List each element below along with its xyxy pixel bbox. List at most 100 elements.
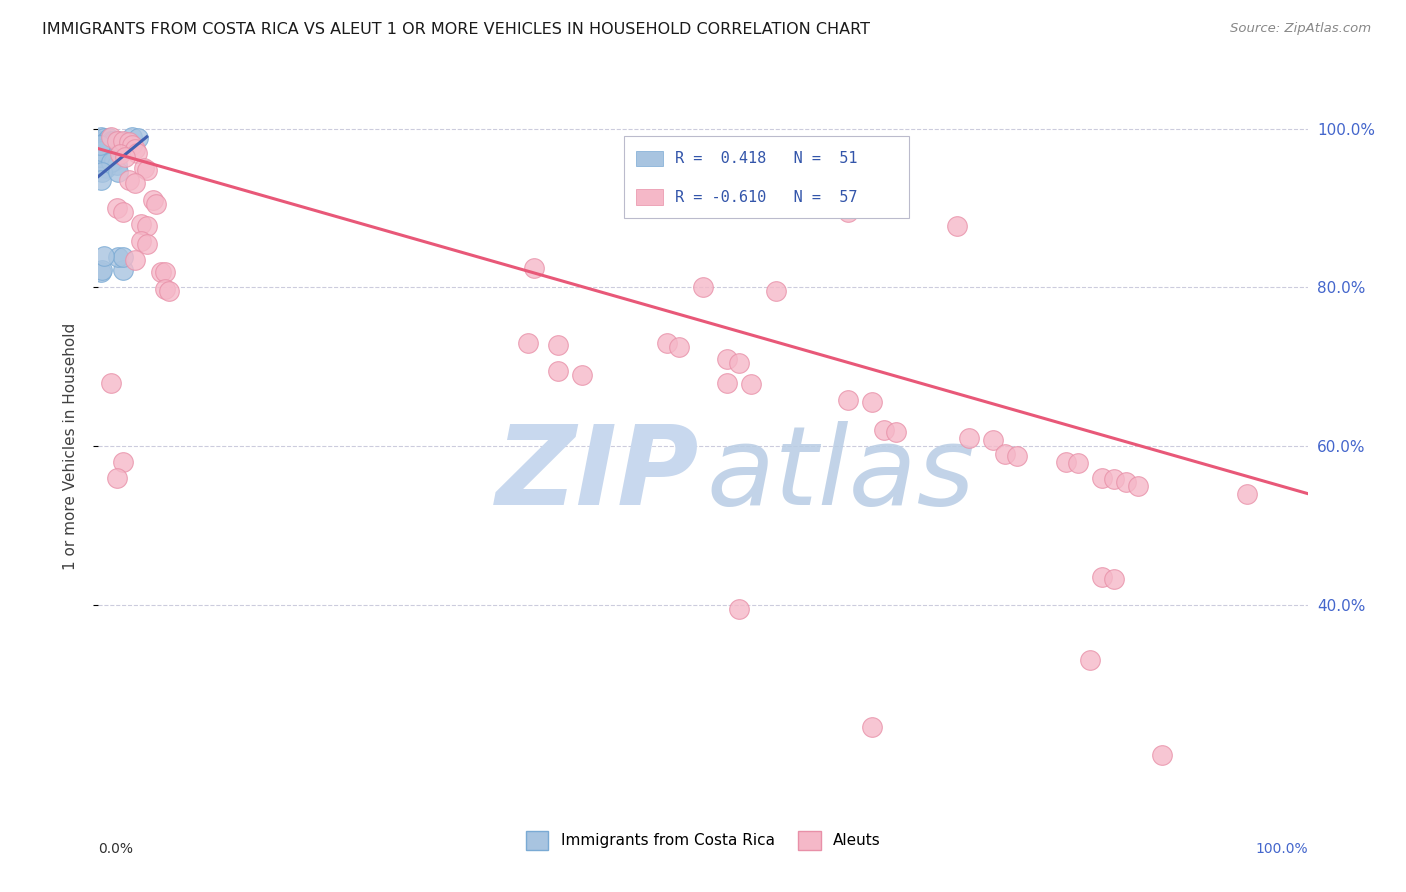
Point <box>837 205 859 219</box>
Text: R =  0.418   N =  51: R = 0.418 N = 51 <box>675 151 858 166</box>
Point <box>135 163 157 178</box>
Point <box>100 376 122 390</box>
Point <box>94 147 117 161</box>
FancyBboxPatch shape <box>624 136 908 218</box>
Point <box>111 141 134 155</box>
Point <box>121 137 143 152</box>
Text: ZIP: ZIP <box>496 421 699 528</box>
Point <box>91 134 114 148</box>
Point <box>111 205 134 219</box>
Point <box>105 201 128 215</box>
Point <box>153 264 176 278</box>
Point <box>135 219 157 233</box>
FancyBboxPatch shape <box>637 151 664 167</box>
Point <box>157 285 180 299</box>
Point <box>105 136 128 150</box>
Point <box>1067 457 1090 471</box>
Point <box>1054 455 1077 469</box>
Point <box>135 236 157 251</box>
Point <box>94 161 117 176</box>
Point <box>96 150 118 164</box>
Point <box>90 144 112 158</box>
Point <box>91 263 114 277</box>
Point <box>114 141 136 155</box>
Text: IMMIGRANTS FROM COSTA RICA VS ALEUT 1 OR MORE VEHICLES IN HOUSEHOLD CORRELATION : IMMIGRANTS FROM COSTA RICA VS ALEUT 1 OR… <box>42 22 870 37</box>
Point <box>124 142 146 156</box>
Point <box>90 129 112 144</box>
Point <box>153 282 176 296</box>
Legend: Immigrants from Costa Rica, Aleuts: Immigrants from Costa Rica, Aleuts <box>519 825 887 855</box>
Point <box>127 145 149 160</box>
Point <box>1078 653 1101 667</box>
Point <box>111 250 134 264</box>
Point <box>93 249 115 263</box>
Point <box>692 280 714 294</box>
Point <box>91 134 114 148</box>
Point <box>107 134 129 148</box>
Point <box>716 351 738 366</box>
Point <box>89 150 111 164</box>
Point <box>1152 748 1174 763</box>
Point <box>98 131 121 145</box>
Point <box>118 136 141 150</box>
Point <box>145 197 167 211</box>
Point <box>108 147 131 161</box>
Point <box>728 601 751 615</box>
Point <box>103 153 125 168</box>
Point <box>860 721 883 735</box>
Point <box>91 165 114 179</box>
Point <box>571 368 593 382</box>
Text: atlas: atlas <box>707 421 976 528</box>
Point <box>100 136 122 150</box>
Point <box>101 134 124 148</box>
Point <box>91 144 114 158</box>
Point <box>1115 475 1137 489</box>
Point <box>129 235 152 249</box>
Point <box>97 134 120 148</box>
Point <box>105 134 128 148</box>
Point <box>111 455 134 469</box>
Point <box>946 219 969 233</box>
Point <box>115 142 138 156</box>
Point <box>124 252 146 267</box>
Point <box>150 264 173 278</box>
Point <box>91 142 114 156</box>
Text: 100.0%: 100.0% <box>1256 842 1308 856</box>
Point <box>112 139 135 153</box>
Point <box>111 263 134 277</box>
Point <box>547 364 569 378</box>
Point <box>124 176 146 190</box>
Point <box>89 137 111 152</box>
Point <box>957 431 980 445</box>
Point <box>93 160 115 174</box>
Point <box>103 136 125 150</box>
Point <box>118 173 141 187</box>
Point <box>1007 449 1029 463</box>
Point <box>981 433 1004 447</box>
Point <box>107 250 129 264</box>
Point <box>728 356 751 370</box>
Point <box>516 335 538 350</box>
Text: R = -0.610   N =  57: R = -0.610 N = 57 <box>675 190 858 204</box>
Point <box>129 217 152 231</box>
Point <box>100 134 122 148</box>
Point <box>994 447 1017 461</box>
Point <box>100 155 122 169</box>
Point <box>107 165 129 179</box>
Point <box>90 153 112 168</box>
Point <box>547 337 569 351</box>
Y-axis label: 1 or more Vehicles in Household: 1 or more Vehicles in Household <box>63 322 77 570</box>
Point <box>142 193 165 207</box>
Point <box>90 264 112 278</box>
Point <box>93 131 115 145</box>
Point <box>740 377 762 392</box>
Point <box>716 376 738 390</box>
Point <box>98 152 121 166</box>
Point <box>1236 486 1258 500</box>
Point <box>765 285 787 299</box>
FancyBboxPatch shape <box>637 189 664 205</box>
Point <box>860 395 883 409</box>
Point <box>94 134 117 148</box>
Point <box>1091 471 1114 485</box>
Point <box>1128 478 1150 492</box>
